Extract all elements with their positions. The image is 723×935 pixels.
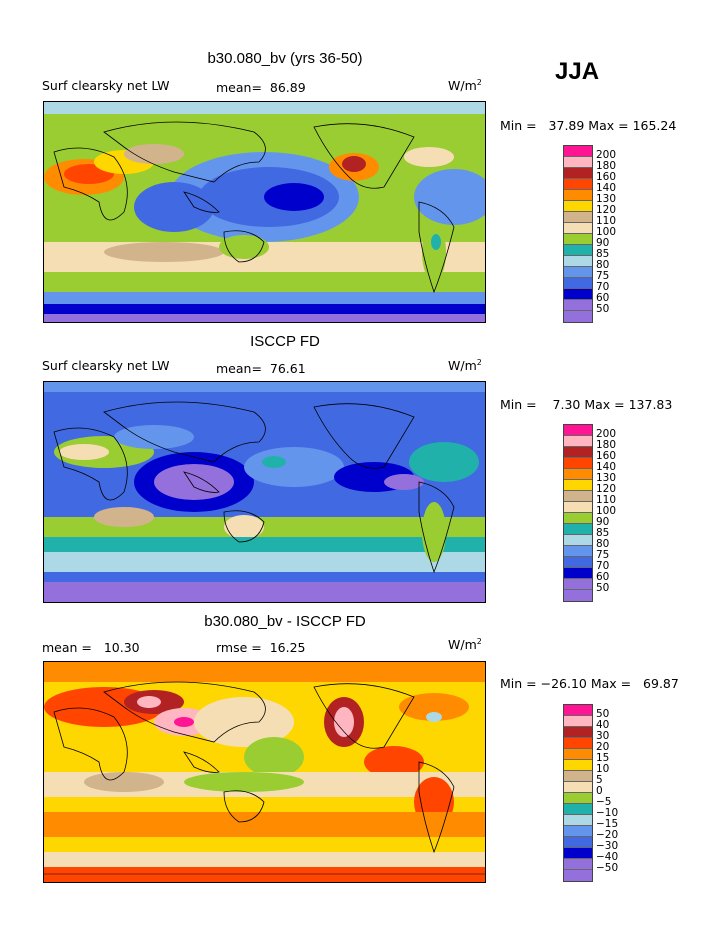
panel-2-colorbar-labels: 200 180 160 140 130 120 110 100 90 85 80… <box>596 428 617 594</box>
panel-3-units: W/m2 <box>448 637 482 653</box>
panel-3-title: b30.080_bv - ISCCP FD <box>204 613 366 630</box>
panel-1-variable-label: Surf clearsky net LW <box>42 78 170 93</box>
panel-1-minmax: Min = 37.89 Max = 165.24 <box>500 118 677 133</box>
panel-3-stat: rmse = 16.25 <box>216 640 306 655</box>
panel-2-stat-label: mean= <box>216 361 262 376</box>
panel-2-stat: mean= 76.61 <box>216 361 306 376</box>
panel-1-stat-label: mean= <box>216 80 262 95</box>
panel-1-stat: mean= 86.89 <box>216 80 306 95</box>
panel-2-stat-value: 76.61 <box>269 361 306 376</box>
panel-3-stat-value: 16.25 <box>269 640 306 655</box>
panel-2-units: W/m2 <box>448 358 482 374</box>
panel-2-colorbar <box>563 424 593 602</box>
panel-1-colorbar <box>563 145 593 323</box>
panel-3-minmax: Min = −26.10 Max = 69.87 <box>500 676 679 691</box>
panel-2-title: ISCCP FD <box>250 333 320 350</box>
panel-2-minmax: Min = 7.30 Max = 137.83 <box>500 397 673 412</box>
panel-1-stat-value: 86.89 <box>269 80 306 95</box>
panel-1-colorbar-labels: 200 180 160 140 130 120 110 100 90 85 80… <box>596 149 617 315</box>
panel-3-colorbar-labels: 50 40 30 20 15 10 5 0 −5 −10 −15 −20 −30… <box>596 708 619 874</box>
panel-3-mean: mean = 10.30 <box>42 640 140 655</box>
panel-1-map <box>43 101 486 323</box>
season-label: JJA <box>555 58 600 85</box>
panel-1-units: W/m2 <box>448 78 482 94</box>
panel-3-colorbar <box>563 704 593 882</box>
panel-1-title: b30.080_bv (yrs 36-50) <box>207 50 363 67</box>
panel-3-map <box>43 661 486 883</box>
panel-3-stat-label: rmse = <box>216 640 262 655</box>
panel-2-map <box>43 381 486 603</box>
panel-2-variable-label: Surf clearsky net LW <box>42 358 170 373</box>
